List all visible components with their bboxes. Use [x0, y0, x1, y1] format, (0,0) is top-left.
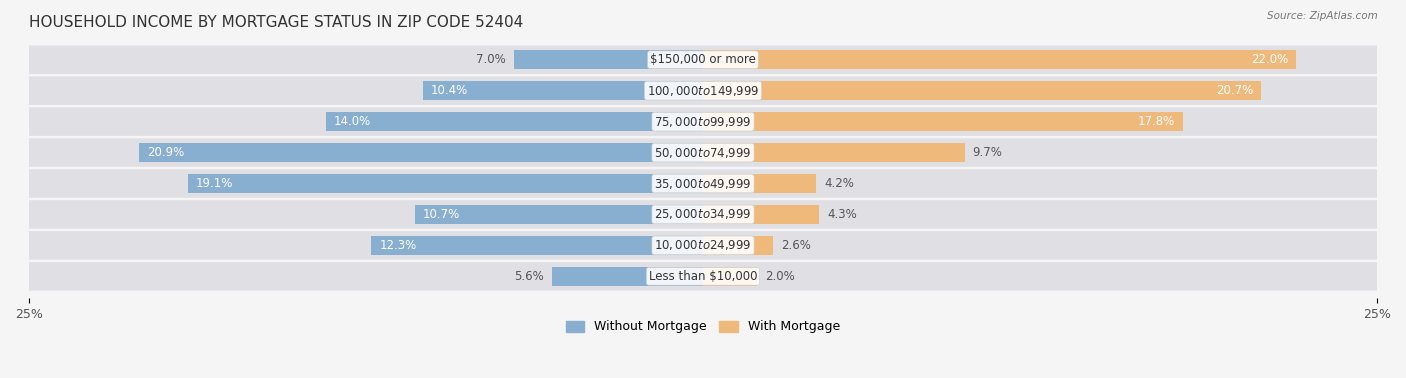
- Bar: [371, 236, 703, 255]
- FancyBboxPatch shape: [30, 262, 1376, 291]
- Legend: Without Mortgage, With Mortgage: Without Mortgage, With Mortgage: [561, 316, 845, 338]
- Text: $50,000 to $74,999: $50,000 to $74,999: [654, 146, 752, 160]
- Text: 20.9%: 20.9%: [148, 146, 184, 159]
- Text: 20.7%: 20.7%: [1216, 84, 1253, 97]
- Text: 2.6%: 2.6%: [782, 239, 811, 252]
- Bar: [703, 112, 1182, 131]
- Bar: [515, 50, 703, 69]
- FancyBboxPatch shape: [30, 169, 1376, 198]
- FancyBboxPatch shape: [30, 200, 1376, 229]
- Text: Less than $10,000: Less than $10,000: [648, 270, 758, 283]
- Text: HOUSEHOLD INCOME BY MORTGAGE STATUS IN ZIP CODE 52404: HOUSEHOLD INCOME BY MORTGAGE STATUS IN Z…: [30, 15, 523, 30]
- Text: $35,000 to $49,999: $35,000 to $49,999: [654, 177, 752, 191]
- Bar: [703, 81, 1261, 100]
- Bar: [326, 112, 703, 131]
- Text: 4.2%: 4.2%: [824, 177, 855, 190]
- Bar: [703, 174, 817, 193]
- FancyBboxPatch shape: [30, 231, 1376, 260]
- Text: $25,000 to $34,999: $25,000 to $34,999: [654, 208, 752, 222]
- Bar: [703, 267, 756, 286]
- Text: 7.0%: 7.0%: [477, 53, 506, 66]
- Bar: [703, 205, 818, 224]
- Bar: [703, 50, 1296, 69]
- Text: $10,000 to $24,999: $10,000 to $24,999: [654, 239, 752, 253]
- Text: $75,000 to $99,999: $75,000 to $99,999: [654, 115, 752, 129]
- FancyBboxPatch shape: [30, 138, 1376, 167]
- Text: 2.0%: 2.0%: [765, 270, 794, 283]
- Text: 10.4%: 10.4%: [430, 84, 468, 97]
- Text: 9.7%: 9.7%: [973, 146, 1002, 159]
- Text: 14.0%: 14.0%: [333, 115, 371, 128]
- Text: $100,000 to $149,999: $100,000 to $149,999: [647, 84, 759, 98]
- Bar: [139, 143, 703, 162]
- FancyBboxPatch shape: [30, 107, 1376, 136]
- Bar: [703, 236, 773, 255]
- Bar: [553, 267, 703, 286]
- FancyBboxPatch shape: [30, 76, 1376, 105]
- Text: 4.3%: 4.3%: [827, 208, 856, 221]
- Text: 22.0%: 22.0%: [1251, 53, 1288, 66]
- Text: 10.7%: 10.7%: [423, 208, 460, 221]
- FancyBboxPatch shape: [30, 45, 1376, 74]
- Text: $150,000 or more: $150,000 or more: [650, 53, 756, 66]
- Text: 5.6%: 5.6%: [515, 270, 544, 283]
- Bar: [423, 81, 703, 100]
- Bar: [415, 205, 703, 224]
- Text: 12.3%: 12.3%: [380, 239, 416, 252]
- Text: 17.8%: 17.8%: [1137, 115, 1175, 128]
- Text: 19.1%: 19.1%: [195, 177, 233, 190]
- Bar: [188, 174, 703, 193]
- Bar: [703, 143, 965, 162]
- Text: Source: ZipAtlas.com: Source: ZipAtlas.com: [1267, 11, 1378, 21]
